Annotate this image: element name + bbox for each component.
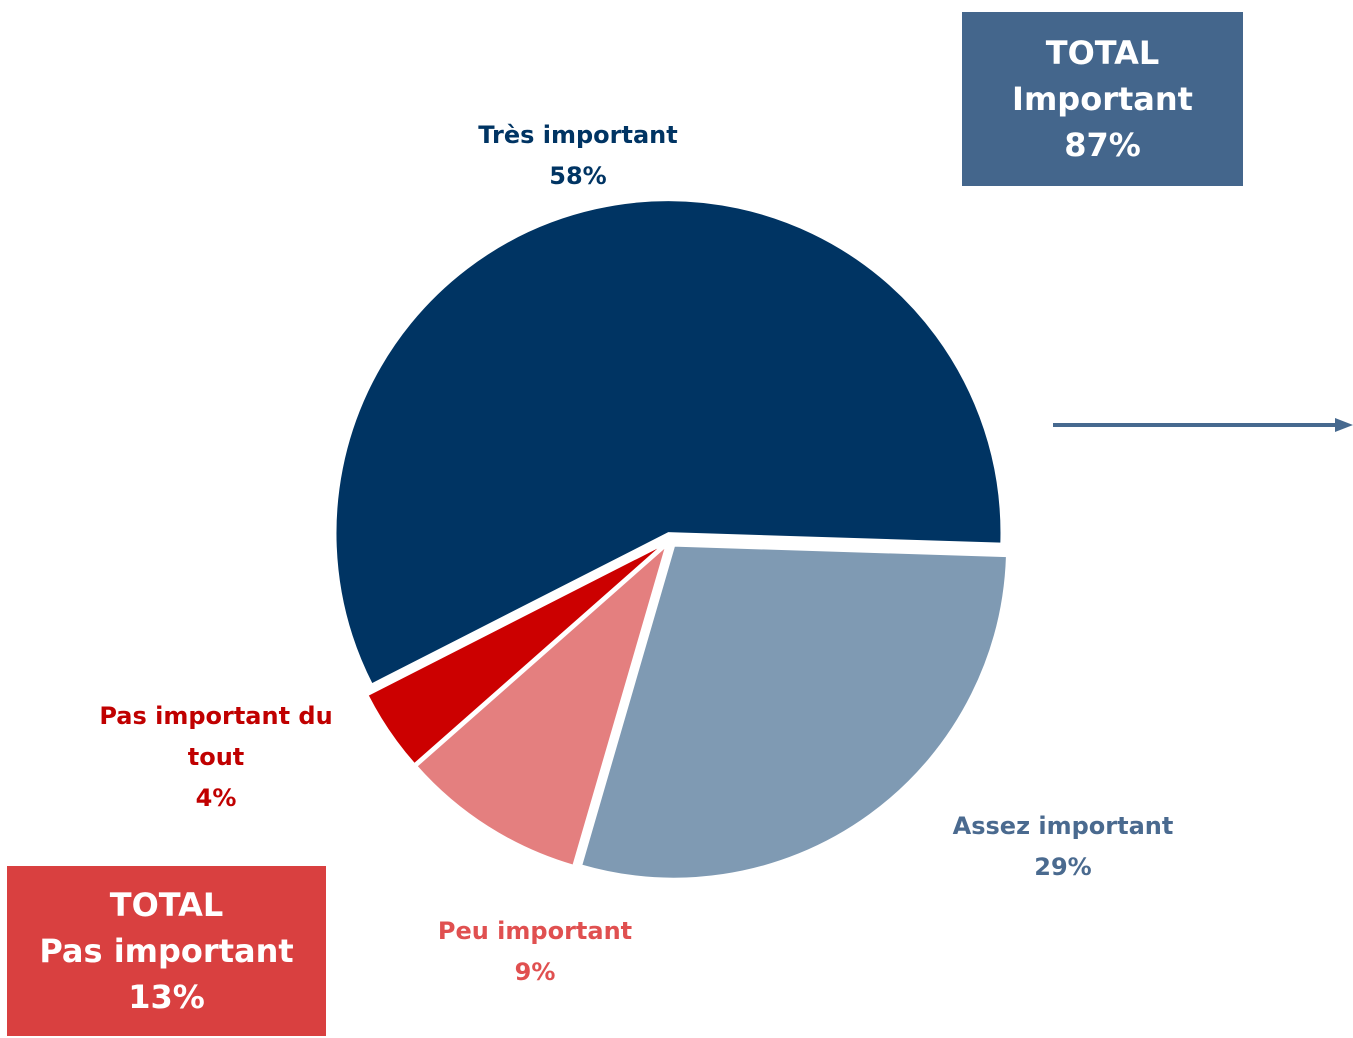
pie-slice	[334, 199, 1003, 686]
total-value: 13%	[128, 978, 205, 1016]
pie-slice	[415, 542, 669, 867]
value-label: 4%	[195, 784, 237, 812]
data-label: Pas important du tout 4%	[85, 696, 347, 819]
total-title: TOTAL	[1045, 34, 1160, 72]
data-label: Peu important 9%	[410, 911, 660, 993]
category-label: Très important	[478, 121, 678, 149]
category-label: Assez important	[952, 812, 1174, 840]
data-label: Assez important 29%	[925, 806, 1201, 888]
value-label: 58%	[549, 162, 607, 190]
total-title: TOTAL	[109, 886, 224, 924]
pie-slice	[366, 543, 665, 766]
total-name: Pas important	[39, 932, 294, 970]
total-value: 87%	[1064, 126, 1141, 164]
total-box: TOTAL Important 87%	[962, 12, 1243, 186]
value-label: 9%	[514, 958, 556, 986]
category-label: Pas important du tout	[99, 702, 333, 771]
arrow-head	[1335, 418, 1353, 432]
data-label: Très important 58%	[448, 115, 708, 197]
total-name: Important	[1012, 80, 1193, 118]
value-label: 29%	[1034, 853, 1092, 881]
pie-slice	[579, 544, 1008, 880]
category-label: Peu important	[437, 917, 633, 945]
total-box: TOTAL Pas important 13%	[7, 866, 326, 1036]
